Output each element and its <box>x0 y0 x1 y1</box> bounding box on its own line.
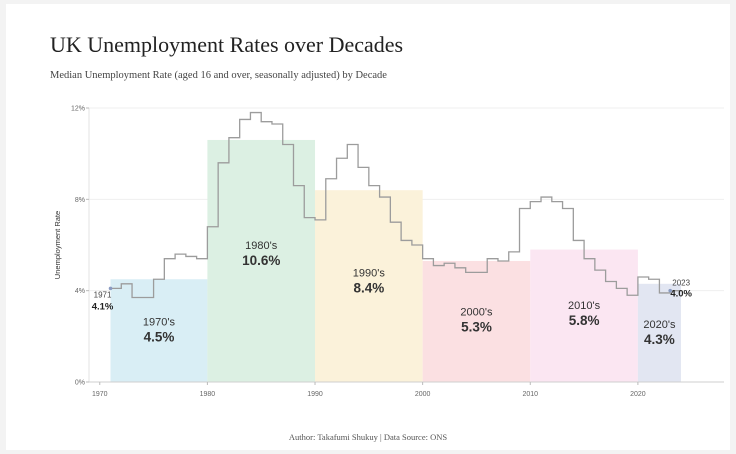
decade-value-label: 4.3% <box>644 332 675 347</box>
decade-bar <box>530 249 638 382</box>
endpoint-marker <box>108 286 113 291</box>
y-tick-label: 4% <box>75 288 85 295</box>
annual-series <box>110 111 681 299</box>
end-year-label: 2023 <box>672 279 690 288</box>
x-tick-label: 2010 <box>522 391 538 398</box>
chart-title: UK Unemployment Rates over Decades <box>50 32 404 57</box>
decade-name-label: 1970's <box>143 316 176 328</box>
decade-name-label: 1980's <box>245 240 278 252</box>
decade-bars <box>110 139 681 382</box>
decade-labels: 1970's4.5% 1980's10.6% 1990's8.4% 2000's5.3… <box>143 240 676 347</box>
decade-bar <box>422 260 531 382</box>
x-tick-label: 2000 <box>415 391 431 398</box>
annual-rate-step-line <box>110 111 681 299</box>
x-tick-label: 2020 <box>630 391 646 398</box>
chart-subtitle: Median Unemployment Rate (aged 16 and ov… <box>50 70 387 81</box>
decade-bar <box>110 279 208 382</box>
endpoint-marker <box>668 288 672 293</box>
end-value-label: 4.0% <box>670 289 692 300</box>
decade-bar <box>637 283 681 382</box>
chart-card: UK Unemployment Rates over Decades Media… <box>6 4 730 450</box>
decade-name-label: 2000's <box>460 306 493 318</box>
source-credit: Author: Takafumi Shukuy | Data Source: O… <box>288 432 448 442</box>
y-tick-label: 8% <box>75 197 85 204</box>
decade-bar <box>207 139 316 382</box>
decade-value-label: 5.8% <box>569 313 600 328</box>
y-tick-label: 0% <box>75 380 85 387</box>
axes: Unemployment Rate 0% 4% 8% 12% 1970 1980 1990 2… <box>53 106 724 398</box>
x-tick-label: 1970 <box>92 391 108 398</box>
y-axis-label: Unemployment Rate <box>53 211 62 279</box>
decade-name-label: 1990's <box>353 268 386 280</box>
x-tick-label: 1980 <box>200 391 216 398</box>
y-tick-label: 12% <box>71 106 85 113</box>
decade-value-label: 10.6% <box>242 253 280 268</box>
decade-value-label: 5.3% <box>461 319 492 334</box>
decade-value-label: 4.5% <box>144 329 175 344</box>
start-value-label: 4.1% <box>92 301 114 312</box>
chart-canvas: Unemployment Rate 0% 4% 8% 12% 1970 1980 1990 2… <box>53 106 724 398</box>
start-year-label: 1971 <box>94 290 112 299</box>
decade-bar <box>315 190 423 382</box>
decade-value-label: 8.4% <box>353 281 384 296</box>
decade-name-label: 2020's <box>643 319 676 331</box>
x-tick-label: 1990 <box>307 391 323 398</box>
decade-name-label: 2010's <box>568 300 601 312</box>
